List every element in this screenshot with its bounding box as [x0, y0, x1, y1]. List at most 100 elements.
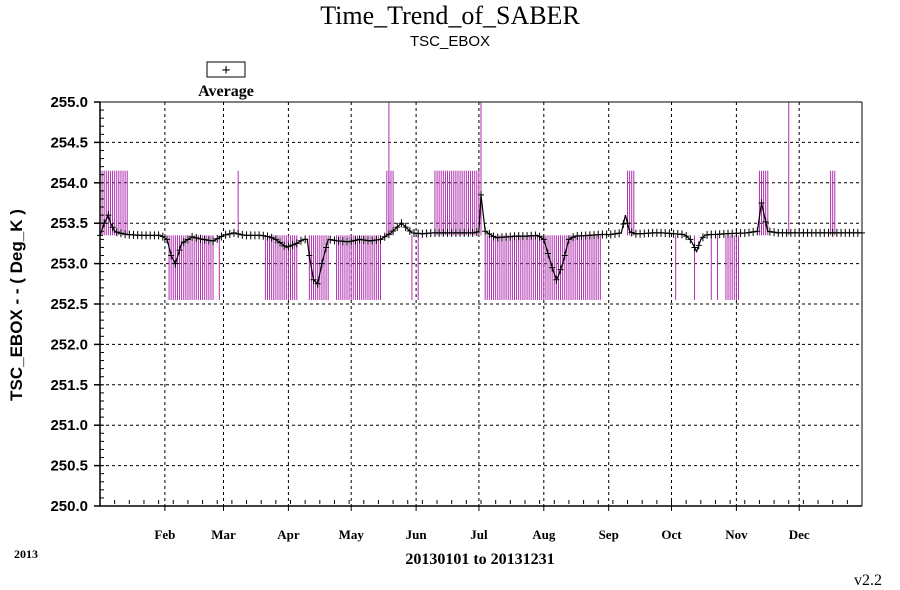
legend-symbol-box [206, 61, 246, 78]
average-point [490, 232, 497, 241]
average-point [473, 228, 480, 237]
average-point [377, 235, 384, 244]
average-point [561, 251, 568, 260]
range-series [101, 102, 836, 300]
average-point [469, 228, 476, 237]
grid [100, 102, 862, 506]
average-point [348, 237, 355, 246]
average-point [352, 236, 359, 245]
average-point [394, 223, 401, 232]
average-point [331, 236, 338, 245]
average-point [235, 229, 242, 238]
chart-title: Time_Trend_of_SABER [320, 1, 580, 30]
average-point [117, 229, 124, 238]
average-point [381, 232, 388, 241]
average-point [544, 249, 551, 258]
average-point [205, 236, 212, 245]
average-point [549, 263, 556, 272]
average-point [210, 236, 217, 245]
x-tick-label: Jul [470, 527, 488, 542]
average-point [570, 233, 577, 242]
legend-symbol: + [221, 62, 230, 79]
average-point [113, 228, 120, 237]
chart-subtitle: TSC_EBOX [410, 33, 490, 50]
average-point [306, 251, 313, 260]
y-tick-label: 252.0 [50, 336, 88, 353]
average-point [323, 243, 330, 252]
legend-label: Average [198, 83, 254, 100]
average-point [163, 235, 170, 244]
average-point [478, 190, 484, 199]
average-point [553, 275, 560, 284]
x-tick-label: Feb [154, 527, 175, 542]
average-point [230, 228, 237, 237]
average-point [406, 226, 413, 235]
average-point [771, 228, 778, 237]
average-point [281, 241, 288, 250]
average-point [289, 241, 296, 250]
average-point [189, 232, 196, 241]
average-point [218, 232, 225, 241]
average-point [398, 219, 405, 228]
legend: + Average [198, 61, 254, 100]
average-point [557, 265, 564, 274]
average-point [369, 236, 376, 245]
x-tick-label: May [339, 527, 365, 542]
average-point [105, 211, 112, 220]
average-point [536, 232, 543, 241]
x-tick-label: Mar [211, 527, 236, 542]
average-point [482, 227, 489, 236]
y-tick-label: 254.0 [50, 175, 88, 192]
average-series [97, 190, 865, 288]
average-point [691, 243, 698, 252]
average-point [611, 229, 618, 238]
y-tick-label: 251.0 [50, 417, 88, 434]
average-point [327, 235, 334, 244]
average-point [607, 230, 614, 239]
y-tick-label: 255.0 [50, 94, 88, 111]
x-axis-label: 20130101 to 20131231 [405, 551, 554, 568]
average-point [628, 228, 635, 237]
average-point [264, 232, 271, 241]
average-point [214, 234, 221, 243]
average-point [766, 227, 773, 236]
x-tick-label: Nov [725, 527, 748, 542]
y-tick-label: 250.5 [50, 458, 88, 475]
average-point [565, 235, 572, 244]
average-point [193, 233, 200, 242]
average-point [197, 234, 204, 243]
average-point [168, 251, 175, 260]
average-point [687, 235, 694, 244]
average-point [678, 230, 685, 239]
y-tick-label: 250.0 [50, 498, 88, 515]
average-point [222, 230, 229, 239]
x-tick-label: Aug [532, 527, 556, 542]
average-point [184, 235, 191, 244]
average-point [745, 228, 752, 237]
average-point [172, 259, 179, 268]
average-point [373, 236, 380, 245]
average-point [297, 236, 304, 245]
average-point [180, 238, 187, 247]
y-axis-label: TSC_EBOX - - ( Deg_K ) [7, 209, 26, 401]
average-point [159, 232, 166, 241]
y-tick-label: 251.5 [50, 377, 88, 394]
x-tick-label: Dec [789, 527, 810, 542]
average-point [277, 238, 284, 247]
average-point [624, 219, 631, 228]
average-point [486, 229, 493, 238]
y-tick-label: 253.0 [50, 256, 88, 273]
year-label: 2013 [14, 547, 38, 561]
y-tick-label: 253.5 [50, 215, 88, 232]
average-point [360, 236, 367, 245]
average-point [310, 275, 317, 284]
x-tick-label: Sep [599, 527, 619, 542]
average-point [201, 235, 208, 244]
x-tick-label: Oct [661, 527, 682, 542]
average-point [356, 235, 363, 244]
average-point [272, 235, 279, 244]
average-point [122, 230, 129, 239]
x-tick-labels: Feb Mar Apr May Jun Jul Aug Sep Oct Nov Dec [154, 527, 809, 542]
average-point [285, 242, 292, 251]
